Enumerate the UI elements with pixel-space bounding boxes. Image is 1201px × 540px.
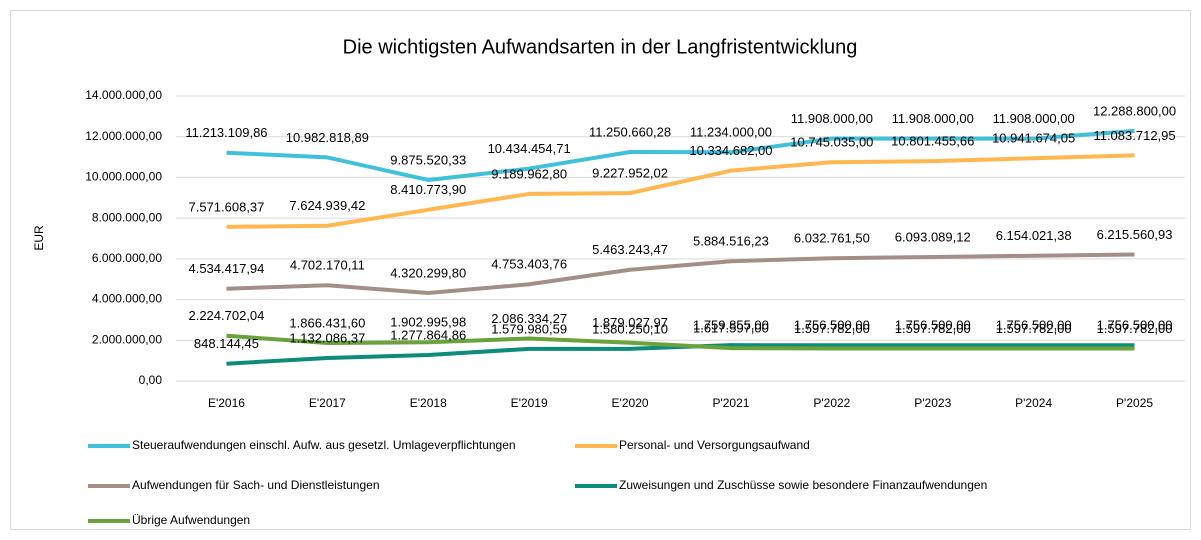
data-label: 1.597.782,00 [1097, 321, 1173, 336]
x-tick-label: P'2023 [914, 396, 951, 410]
data-label: 2.224.702,04 [188, 308, 264, 323]
data-label: 6.215.560,93 [1097, 227, 1173, 242]
data-label: 10.334.682,00 [689, 143, 772, 158]
series-line [226, 252, 1135, 296]
data-label: 8.410.773,90 [390, 182, 466, 197]
data-label: 1.132.086,37 [289, 330, 365, 345]
data-label: 5.884.516,23 [693, 234, 769, 249]
data-label: 11.213.109,86 [185, 125, 267, 140]
legend-label: Zuweisungen und Zuschüsse sowie besonder… [619, 478, 987, 492]
legend-label: Steueraufwendungen einschl. Aufw. aus ge… [132, 438, 516, 452]
data-label: 11.908.000,00 [791, 111, 873, 126]
data-label: 1.756.500,00 [895, 318, 971, 333]
y-tick-label: 6.000.000,00 [92, 251, 162, 265]
data-label: 6.154.021,38 [996, 228, 1072, 243]
y-tick-label: 14.000.000,00 [85, 88, 162, 102]
data-label: 7.571.608,37 [188, 199, 264, 214]
y-axis-label: EUR [32, 225, 46, 251]
x-tick-label: E'2019 [511, 396, 548, 410]
data-label: 1.580.250,10 [592, 321, 668, 336]
data-label: 11.234.000,00 [690, 125, 772, 140]
data-label: 2.086.334,27 [491, 311, 567, 326]
y-tick-label: 4.000.000,00 [92, 292, 162, 306]
data-label: 10.941.674,05 [992, 131, 1075, 146]
series-line [226, 128, 1135, 182]
data-label: 1.617.597,00 [693, 321, 769, 336]
legend-label: Aufwendungen für Sach- und Dienstleistun… [132, 478, 380, 492]
y-tick-label: 10.000.000,00 [85, 170, 162, 184]
x-tick-label: P'2021 [712, 396, 749, 410]
chart-border [10, 10, 1191, 530]
x-tick-label: E'2017 [309, 396, 346, 410]
data-label: 10.982.818,89 [286, 130, 369, 145]
data-label: 4.702.170,11 [290, 258, 365, 273]
data-label: 6.032.761,50 [794, 231, 870, 246]
legend-label: Übrige Aufwendungen [132, 513, 250, 527]
data-label: 11.250.660,28 [589, 124, 671, 139]
series-line [226, 153, 1135, 229]
y-tick-label: 0,00 [139, 373, 163, 387]
data-label: 10.745.035,00 [790, 135, 873, 150]
legend-label: Personal- und Versorgungsaufwand [619, 438, 810, 452]
data-label: 10.801.455,66 [891, 134, 974, 149]
data-label: 4.320.299,80 [390, 265, 466, 280]
data-label: 1.597.782,00 [895, 321, 971, 336]
data-label: 1.597.782,00 [794, 321, 870, 336]
data-label: 10.434.454,71 [488, 141, 571, 156]
data-label: 9.227.952,02 [592, 166, 668, 181]
data-label: 1.756.500,00 [1097, 318, 1173, 333]
x-tick-label: P'2022 [813, 396, 850, 410]
x-tick-label: E'2016 [208, 396, 245, 410]
y-tick-label: 8.000.000,00 [92, 210, 162, 224]
data-label: 848.144,45 [194, 336, 259, 351]
data-label: 9.189.962,80 [491, 166, 567, 181]
x-tick-label: E'2018 [410, 396, 447, 410]
data-label: 5.463.243,47 [592, 242, 668, 257]
data-label: 4.534.417,94 [188, 261, 264, 276]
data-label: 4.753.403,76 [491, 257, 567, 272]
chart-title: Die wichtigsten Aufwandsarten in der Lan… [343, 36, 858, 58]
data-label: 6.093.089,12 [895, 229, 971, 244]
data-label: 9.875.520,33 [390, 152, 466, 167]
x-tick-label: P'2024 [1015, 396, 1052, 410]
data-label: 1.759.855,00 [693, 318, 769, 333]
data-label: 1.579.980,59 [491, 321, 567, 336]
data-label: 1.879.027,97 [592, 315, 668, 330]
y-tick-label: 2.000.000,00 [92, 332, 162, 346]
data-label: 11.908.000,00 [993, 111, 1075, 126]
data-label: 1.277.864,86 [390, 327, 466, 342]
data-label: 11.908.000,00 [892, 111, 974, 126]
data-label: 1.902.995,98 [390, 315, 466, 330]
data-label: 1.756.500,00 [794, 318, 870, 333]
y-tick-label: 12.000.000,00 [85, 129, 162, 143]
series-line [226, 333, 1135, 351]
data-label: 7.624.939,42 [289, 198, 365, 213]
data-label: 1.866.431,60 [289, 315, 365, 330]
data-label: 1.756.500,00 [996, 318, 1072, 333]
data-label: 1.597.782,00 [996, 321, 1072, 336]
data-label: 11.083.712,95 [1093, 128, 1175, 143]
x-tick-label: E'2020 [612, 396, 649, 410]
data-label: 12.288.800,00 [1093, 103, 1176, 118]
x-tick-label: P'2025 [1116, 396, 1153, 410]
